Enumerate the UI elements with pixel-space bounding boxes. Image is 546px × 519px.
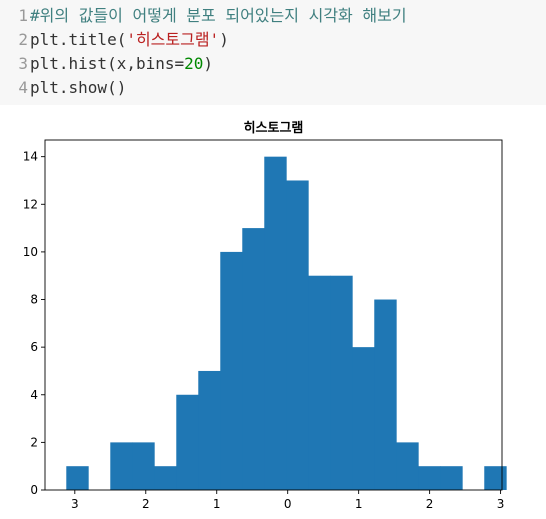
- histogram-bar: [110, 442, 133, 490]
- code-token: 20: [184, 54, 204, 73]
- x-tick-label: 1: [213, 497, 221, 511]
- code-token: '히스토그램': [126, 30, 220, 49]
- code-token: plt.title(: [30, 30, 127, 49]
- histogram-bar: [176, 394, 199, 490]
- x-tick-label: 2: [142, 497, 150, 511]
- line-number: 3: [18, 54, 28, 73]
- histogram-bar: [66, 466, 89, 490]
- code-token: ): [219, 30, 229, 49]
- y-tick-label: 6: [30, 340, 38, 354]
- histogram-bar: [352, 347, 375, 490]
- code-token: plt.hist(x,bins=: [30, 54, 185, 73]
- histogram-bar: [396, 442, 419, 490]
- histogram-bar: [308, 275, 331, 490]
- x-tick-label: 3: [497, 497, 505, 511]
- histogram-bar: [198, 370, 221, 490]
- histogram-bar: [374, 299, 397, 490]
- x-tick-label: 0: [284, 497, 292, 511]
- chart-title: 히스토그램: [244, 120, 304, 136]
- code-line: 4 plt.show(): [0, 76, 546, 100]
- y-tick-label: 14: [23, 150, 38, 164]
- histogram-bar: [484, 466, 507, 490]
- histogram-bar: [286, 180, 309, 490]
- histogram-bar: [418, 466, 441, 490]
- histogram-bar: [264, 156, 287, 490]
- histogram-bar: [242, 228, 265, 490]
- y-tick-label: 8: [30, 293, 38, 307]
- y-tick-label: 0: [30, 483, 38, 497]
- y-tick-label: 10: [23, 245, 38, 259]
- code-cell[interactable]: 1 #위의 값들이 어떻게 분포 되어있는지 시각화 해보기 2 plt.title(…: [0, 0, 546, 105]
- histogram-bar: [220, 251, 243, 490]
- line-number: 2: [18, 30, 28, 49]
- code-token: ): [203, 54, 214, 73]
- axes-frame: [44, 139, 503, 491]
- line-number: 4: [18, 78, 28, 97]
- code-token: plt.show(): [30, 78, 127, 97]
- y-tick-label: 4: [30, 388, 38, 402]
- code-token: #위의 값들이 어떻게 분포 되어있는지 시각화 해보기: [30, 6, 407, 25]
- histogram-bar: [154, 466, 177, 490]
- y-tick-label: 12: [23, 197, 38, 211]
- x-tick-label: 2: [426, 497, 434, 511]
- code-line: 3 plt.hist(x,bins=20): [0, 52, 546, 76]
- histogram-bar: [330, 275, 353, 490]
- code-line: 1 #위의 값들이 어떻게 분포 되어있는지 시각화 해보기: [0, 4, 546, 28]
- code-line: 2 plt.title('히스토그램'): [0, 28, 546, 52]
- line-number: 1: [18, 6, 28, 25]
- histogram-bar: [132, 442, 155, 490]
- histogram-bar: [440, 466, 463, 490]
- x-tick-label: 3: [71, 497, 79, 511]
- x-tick-label: 1: [355, 497, 363, 511]
- y-tick-label: 2: [30, 435, 38, 449]
